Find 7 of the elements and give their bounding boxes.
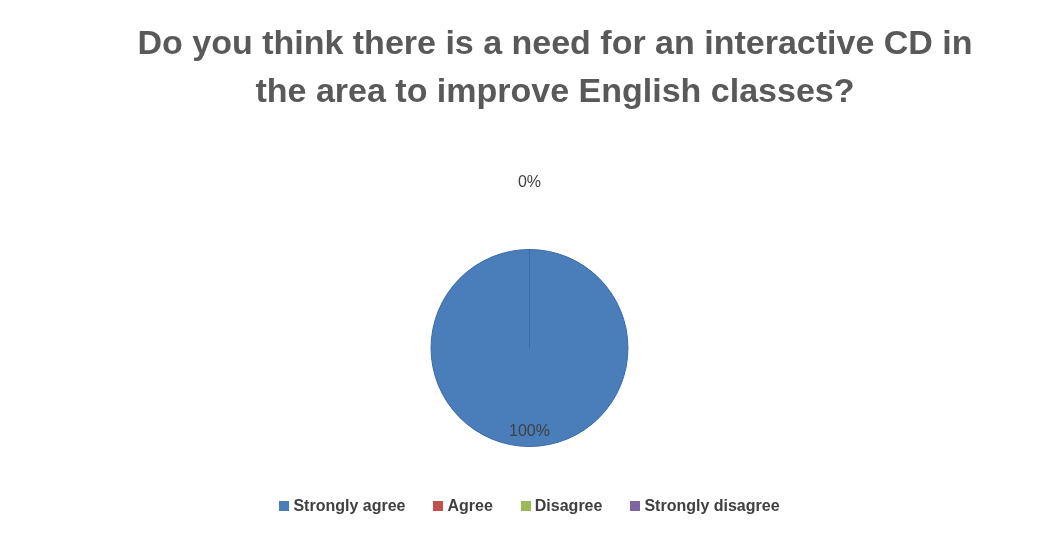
legend-label: Disagree	[533, 497, 603, 514]
legend-label: Strongly disagree	[643, 497, 780, 514]
data-label: 100%	[509, 422, 550, 440]
legend-label: Strongly agree	[292, 497, 406, 514]
legend-label: Agree	[446, 497, 493, 514]
text: 0%	[517, 172, 542, 190]
chart-title: Do you think there is a need for an interactive CD in the area to improve English classes?	[136, 22, 974, 111]
